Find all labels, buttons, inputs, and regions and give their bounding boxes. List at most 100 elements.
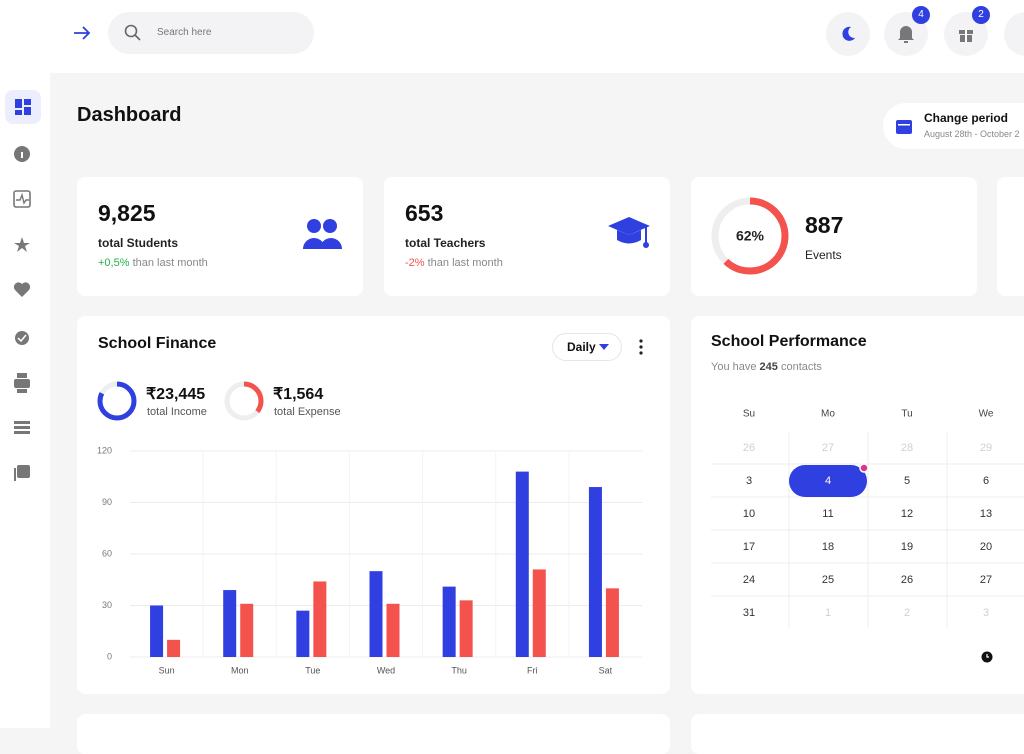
calendar-day[interactable]: 3 (983, 607, 989, 619)
theme-toggle[interactable] (826, 12, 870, 56)
contacts-line: You have 245 contacts (711, 361, 822, 373)
income-ring (97, 381, 137, 421)
calendar-day[interactable]: 27 (980, 574, 992, 586)
weekday-label: Mo (821, 409, 835, 420)
page-title: Dashboard (77, 104, 182, 126)
sidebar (0, 73, 50, 728)
y-tick-label: 90 (102, 497, 112, 507)
more-menu[interactable] (638, 339, 644, 355)
y-tick-label: 60 (102, 548, 112, 558)
calendar-day[interactable]: 18 (822, 541, 834, 553)
stat-value: 9,825 (98, 200, 156, 226)
calendar-day[interactable]: 29 (980, 442, 992, 454)
calendar-day[interactable]: 3 (746, 475, 752, 487)
bottom-card (691, 714, 1024, 754)
extra-card (997, 177, 1024, 296)
x-tick-label: Mon (231, 665, 249, 675)
stat-value: 653 (405, 200, 444, 226)
bar (369, 571, 383, 657)
teachers-card: 653 total Teachers -2% than last month (384, 177, 670, 296)
expense-label: total Expense (274, 406, 341, 418)
finance-chart: 0 30 60 90 120 Sun Mon Tue Wed Thu Fri Sat (97, 445, 642, 675)
moon-icon (842, 26, 855, 41)
calendar-day[interactable]: 26 (743, 442, 755, 454)
calendar-day[interactable]: 5 (904, 475, 910, 487)
search-icon (124, 24, 141, 41)
calendar-day[interactable]: 26 (901, 574, 913, 586)
y-tick-label: 30 (102, 600, 112, 610)
bar (386, 603, 400, 657)
calendar-day[interactable]: 27 (822, 442, 834, 454)
finance-title: School Finance (98, 335, 217, 352)
events-card: 62% 887 Events (691, 177, 977, 296)
clock-icon (981, 651, 993, 663)
stat-change: +0,5% (98, 257, 130, 269)
stat-label: total Students (98, 236, 178, 250)
bar (296, 610, 310, 657)
x-tick-label: Wed (377, 665, 395, 675)
calendar-day[interactable]: 13 (980, 508, 992, 520)
selected-day (789, 465, 867, 497)
ring-progress (711, 197, 789, 275)
dashboard-icon (15, 99, 31, 115)
x-tick-label: Tue (305, 665, 320, 675)
period-title: Change period (924, 111, 1009, 125)
notifications-badge: 4 (912, 6, 930, 24)
search-placeholder: Search here (157, 27, 212, 38)
income-label: total Income (147, 406, 207, 418)
contacts-prefix: You have (711, 361, 757, 373)
search-box[interactable]: Search here (108, 12, 314, 54)
calendar-day[interactable]: 20 (980, 541, 992, 553)
calendar-day[interactable]: 4 (825, 475, 831, 487)
x-tick-label: Sat (599, 665, 613, 675)
x-tick-label: Sun (159, 665, 175, 675)
bar (515, 471, 529, 657)
bar (459, 600, 473, 657)
calendar-day[interactable]: 31 (743, 607, 755, 619)
bell-icon (898, 26, 914, 43)
events-value: 887 (805, 212, 844, 238)
calendar-day[interactable]: 1 (825, 607, 831, 619)
performance-title: School Performance (711, 333, 867, 350)
stat-note: than last month (427, 257, 503, 269)
messages-button[interactable] (1004, 12, 1024, 56)
events-ring: 62% (711, 197, 789, 275)
calendar-day[interactable]: 24 (743, 574, 755, 586)
nav-dashboard[interactable] (5, 90, 41, 124)
bar (532, 569, 546, 657)
contacts-suffix: contacts (780, 361, 822, 373)
weekday-label: Su (743, 409, 755, 420)
income-value: ₹23,445 (146, 386, 206, 403)
x-tick-label: Fri (527, 665, 538, 675)
bar (588, 487, 602, 657)
calendar-day[interactable]: 25 (822, 574, 834, 586)
expense-ring (224, 381, 264, 421)
period-dropdown[interactable]: Daily (552, 333, 622, 361)
bar (605, 588, 619, 657)
calendar-day[interactable]: 28 (901, 442, 913, 454)
y-tick-label: 0 (107, 651, 112, 661)
calendar-icon (896, 120, 912, 134)
bar (240, 603, 254, 657)
collapse-arrow[interactable] (72, 24, 92, 42)
x-tick-label: Thu (451, 665, 467, 675)
calendar-day[interactable]: 10 (743, 508, 755, 520)
calendar-day[interactable]: 19 (901, 541, 913, 553)
bar (313, 581, 327, 657)
calendar-day[interactable]: 11 (822, 508, 833, 520)
stat-change: -2% (405, 257, 425, 269)
stat-note: than last month (132, 257, 208, 269)
expense-value: ₹1,564 (273, 386, 324, 403)
nav-icons[interactable] (13, 145, 33, 505)
calendar-day[interactable]: 2 (904, 607, 910, 619)
period-range: August 28th - October 2 (924, 129, 1020, 139)
period-picker[interactable]: Change period August 28th - October 2 (883, 103, 1024, 149)
calendar-day[interactable]: 12 (901, 508, 913, 520)
calendar-day[interactable]: 17 (743, 541, 755, 553)
events-label: Events (805, 248, 842, 262)
dropdown-caret (599, 344, 609, 350)
bar (167, 639, 181, 657)
calendar-day[interactable]: 6 (983, 475, 989, 487)
top-bar: Search here 4 2 (0, 0, 1024, 73)
